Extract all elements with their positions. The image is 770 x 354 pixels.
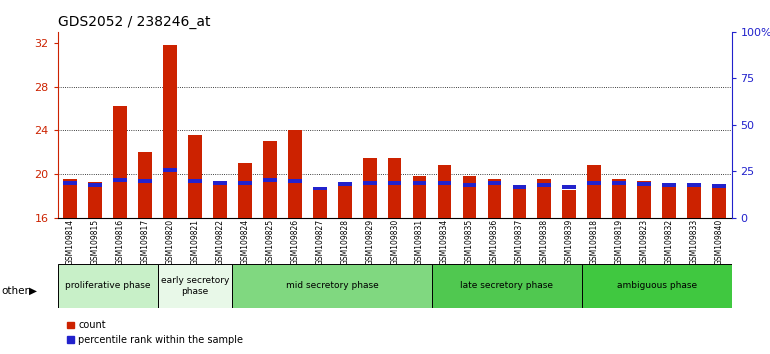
Bar	[139, 179, 152, 183]
Bar	[413, 181, 427, 185]
Text: GSM109819: GSM109819	[614, 219, 624, 265]
Text: GSM109828: GSM109828	[340, 219, 350, 265]
Bar	[288, 179, 302, 183]
Text: ▶: ▶	[29, 286, 37, 296]
Text: GSM109837: GSM109837	[515, 219, 524, 265]
Text: GSM109838: GSM109838	[540, 219, 549, 265]
Text: GSM109823: GSM109823	[640, 219, 648, 265]
Text: GSM109815: GSM109815	[91, 219, 99, 265]
Bar	[582, 264, 732, 308]
Bar	[89, 183, 102, 187]
Bar	[487, 181, 501, 185]
Bar	[537, 179, 551, 218]
Text: ambiguous phase: ambiguous phase	[617, 281, 697, 290]
Bar	[158, 264, 233, 308]
Bar	[562, 190, 576, 218]
Bar	[163, 45, 177, 218]
Bar	[612, 179, 626, 218]
Bar	[537, 183, 551, 187]
Bar	[113, 178, 127, 182]
Bar	[712, 184, 726, 188]
Bar	[687, 183, 701, 218]
Text: GSM109824: GSM109824	[240, 219, 249, 265]
Text: late secretory phase: late secretory phase	[460, 281, 554, 290]
Legend: count, percentile rank within the sample: count, percentile rank within the sample	[62, 316, 247, 349]
Text: GDS2052 / 238246_at: GDS2052 / 238246_at	[58, 16, 210, 29]
Bar	[338, 183, 352, 218]
Bar	[612, 181, 626, 185]
Bar	[263, 178, 276, 182]
Bar	[662, 185, 676, 218]
Text: early secretory
phase: early secretory phase	[161, 276, 229, 296]
Bar	[113, 106, 127, 218]
Bar	[288, 130, 302, 218]
Text: GSM109821: GSM109821	[190, 219, 199, 265]
Text: GSM109822: GSM109822	[216, 219, 224, 265]
Bar	[139, 152, 152, 218]
Bar	[638, 181, 651, 218]
Bar	[463, 183, 477, 187]
Bar	[238, 163, 252, 218]
Bar	[588, 165, 601, 218]
Bar	[233, 264, 432, 308]
Text: GSM109835: GSM109835	[465, 219, 474, 265]
Text: GSM109814: GSM109814	[65, 219, 75, 265]
Bar	[513, 185, 526, 189]
Text: GSM109817: GSM109817	[141, 219, 149, 265]
Bar	[437, 165, 451, 218]
Bar	[712, 187, 726, 218]
Bar	[487, 179, 501, 218]
Bar	[413, 176, 427, 218]
Bar	[388, 158, 401, 218]
Text: GSM109818: GSM109818	[590, 219, 599, 265]
Text: GSM109816: GSM109816	[116, 219, 125, 265]
Bar	[463, 176, 477, 218]
Bar	[238, 181, 252, 185]
Bar	[662, 183, 676, 187]
Text: GSM109830: GSM109830	[390, 219, 399, 265]
Bar	[313, 190, 326, 218]
Text: GSM109825: GSM109825	[266, 219, 274, 265]
Text: GSM109840: GSM109840	[715, 219, 724, 265]
Bar	[687, 183, 701, 187]
Bar	[432, 264, 582, 308]
Text: mid secretory phase: mid secretory phase	[286, 281, 379, 290]
Bar	[638, 182, 651, 186]
Text: GSM109820: GSM109820	[166, 219, 175, 265]
Bar	[338, 182, 352, 186]
Bar	[562, 185, 576, 189]
Bar	[388, 181, 401, 185]
Bar	[213, 182, 227, 218]
Bar	[188, 179, 202, 183]
Text: GSM109826: GSM109826	[290, 219, 300, 265]
Bar	[213, 181, 227, 185]
Text: proliferative phase: proliferative phase	[65, 281, 150, 290]
Text: other: other	[2, 286, 29, 296]
Bar	[588, 181, 601, 185]
Bar	[63, 181, 77, 185]
Bar	[363, 181, 377, 185]
Text: GSM109834: GSM109834	[440, 219, 449, 265]
Text: GSM109836: GSM109836	[490, 219, 499, 265]
Text: GSM109833: GSM109833	[690, 219, 698, 265]
Text: GSM109832: GSM109832	[665, 219, 674, 265]
Bar	[313, 187, 326, 190]
Bar	[363, 158, 377, 218]
Bar	[188, 135, 202, 218]
Bar	[437, 181, 451, 185]
Bar	[58, 264, 158, 308]
Bar	[163, 168, 177, 172]
Text: GSM109829: GSM109829	[365, 219, 374, 265]
Bar	[89, 182, 102, 218]
Text: GSM109827: GSM109827	[315, 219, 324, 265]
Text: GSM109839: GSM109839	[565, 219, 574, 265]
Bar	[513, 187, 526, 218]
Text: GSM109831: GSM109831	[415, 219, 424, 265]
Bar	[63, 179, 77, 218]
Bar	[263, 141, 276, 218]
